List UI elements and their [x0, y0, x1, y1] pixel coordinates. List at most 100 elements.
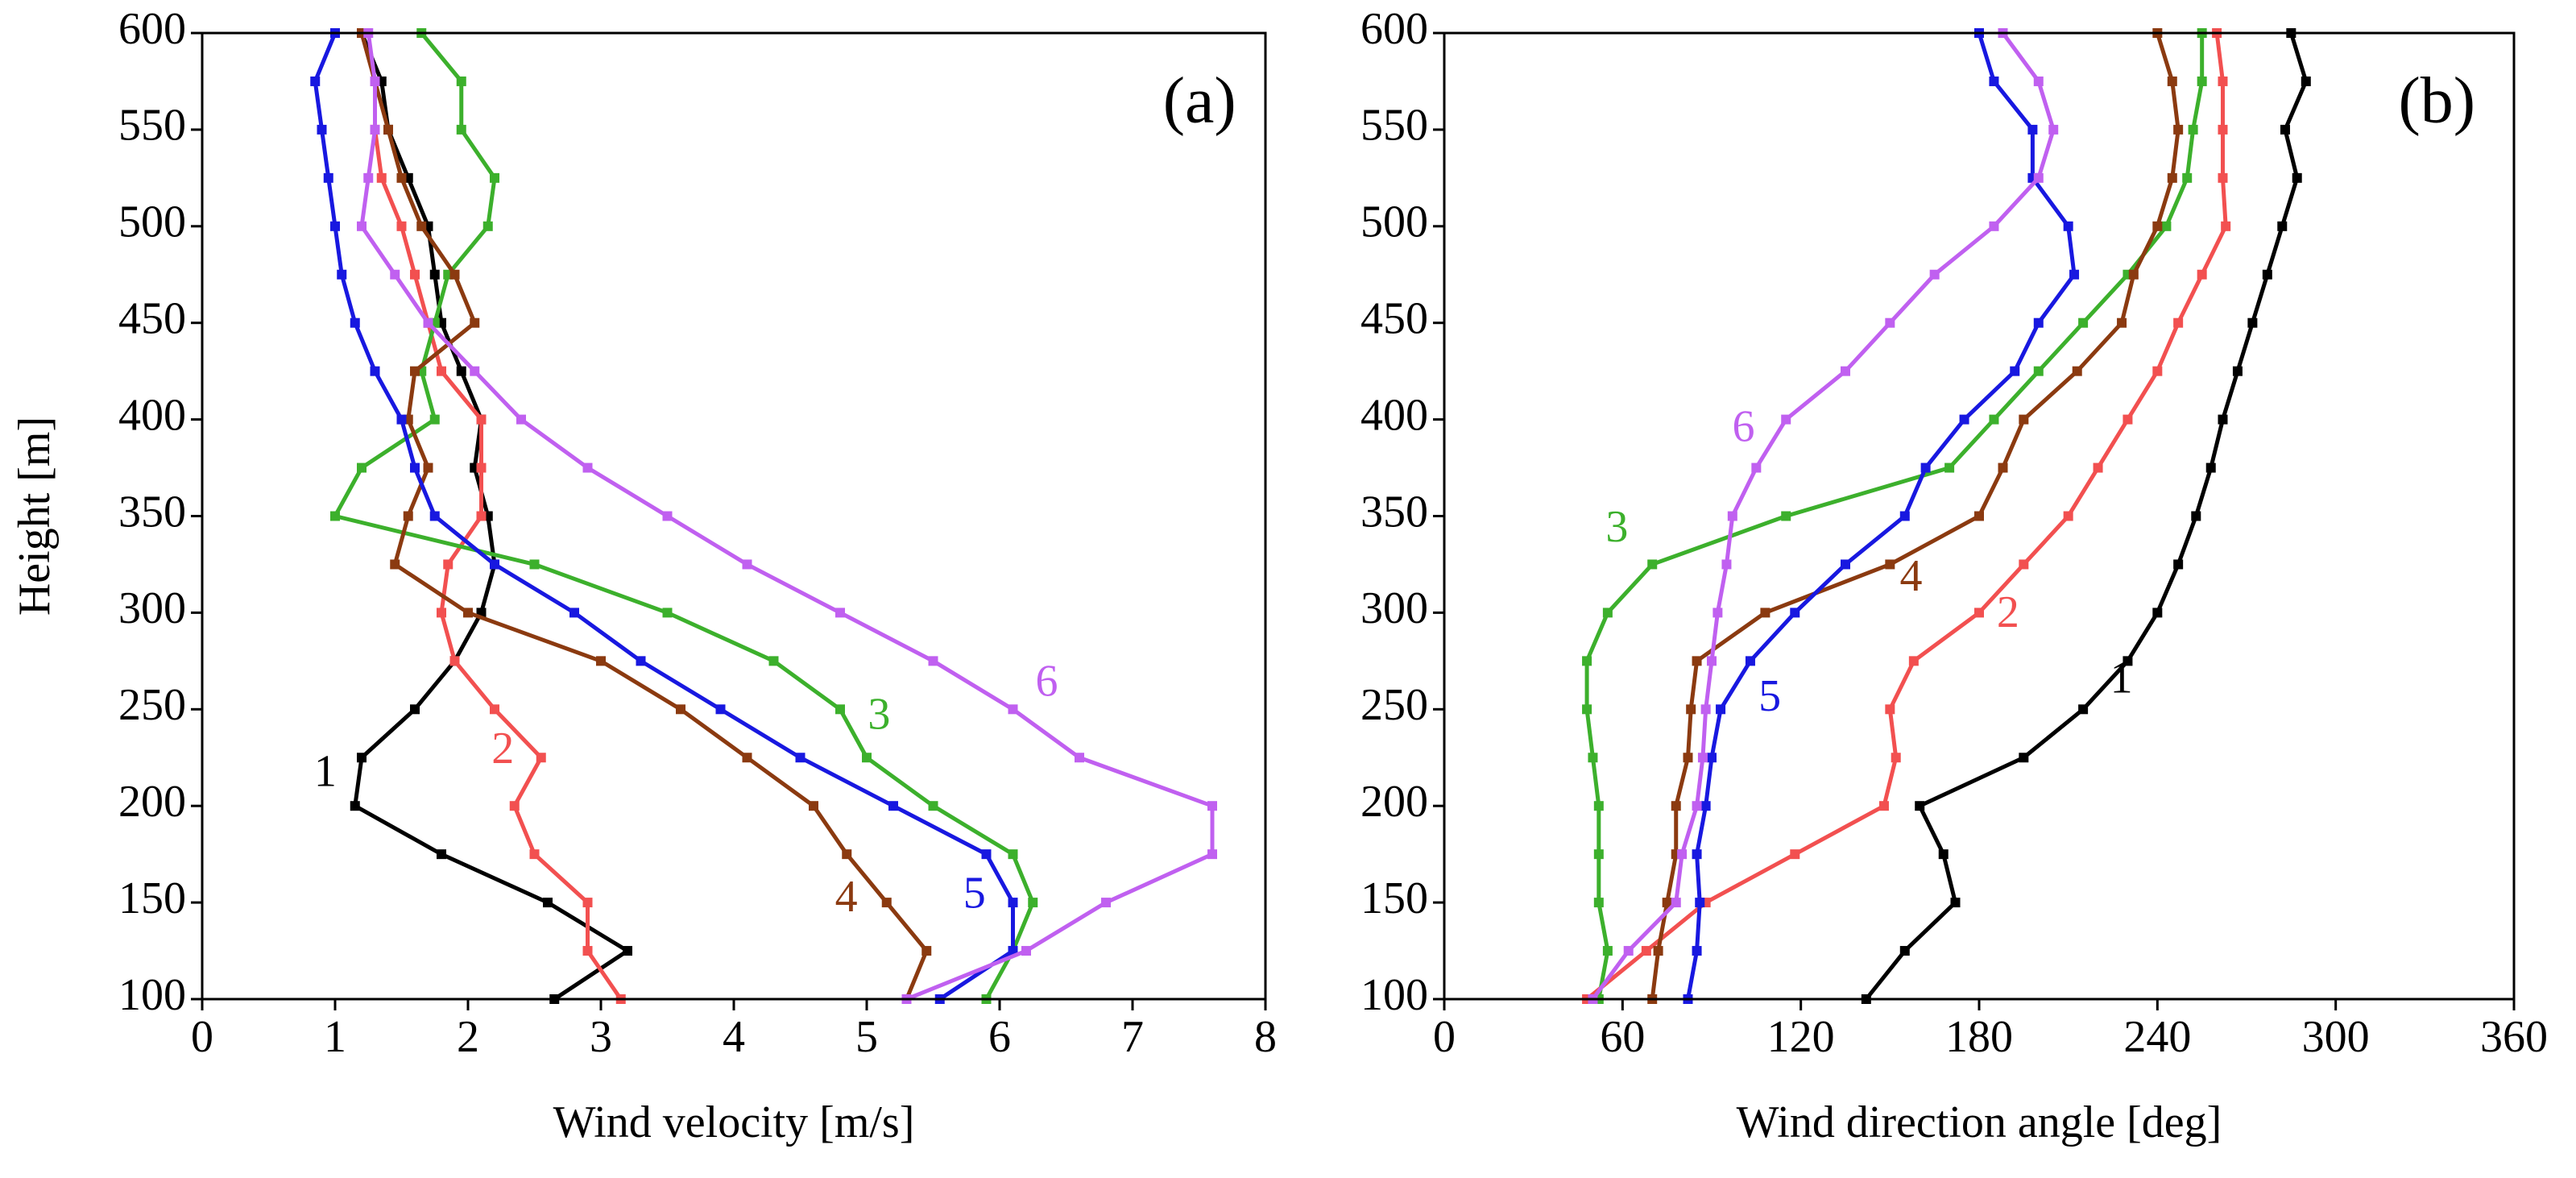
y-tick-label: 450 — [118, 294, 186, 344]
marker — [1950, 898, 1961, 908]
marker — [2188, 124, 2198, 135]
marker — [596, 656, 606, 666]
marker — [376, 172, 387, 183]
marker — [2123, 414, 2133, 425]
marker — [1781, 414, 1791, 425]
marker — [310, 76, 321, 86]
marker — [1891, 753, 1901, 763]
marker — [1008, 849, 1018, 860]
x-tick-label: 0 — [1433, 1012, 1456, 1062]
y-tick-label: 550 — [118, 101, 186, 151]
marker — [443, 559, 453, 570]
marker — [1697, 753, 1708, 763]
marker — [888, 801, 898, 811]
marker — [2221, 221, 2231, 231]
marker — [410, 704, 420, 715]
marker — [476, 511, 487, 521]
series-label: 4 — [1900, 551, 1923, 601]
marker — [2033, 366, 2044, 376]
marker — [1944, 462, 1955, 473]
marker — [429, 511, 440, 521]
marker — [2218, 76, 2228, 86]
x-tick-label: 7 — [1121, 1012, 1144, 1062]
marker — [1713, 608, 1723, 618]
marker — [2019, 414, 2029, 425]
marker — [463, 608, 473, 618]
marker — [1692, 801, 1702, 811]
marker — [582, 946, 593, 956]
marker — [1677, 849, 1688, 860]
y-tick-label: 200 — [1360, 777, 1428, 827]
marker — [2182, 172, 2193, 183]
marker — [1885, 559, 1895, 570]
marker — [2033, 76, 2044, 86]
marker — [2167, 172, 2177, 183]
y-tick-label: 250 — [118, 680, 186, 730]
marker — [370, 366, 380, 376]
marker — [370, 124, 380, 135]
series-label: 1 — [2110, 653, 2133, 703]
y-tick-label: 200 — [118, 777, 186, 827]
series-line — [359, 32, 930, 1000]
plot-frame — [201, 31, 1267, 1001]
marker — [742, 753, 752, 763]
marker — [490, 704, 499, 715]
plot-frame — [1443, 31, 2516, 1001]
marker — [1207, 801, 1217, 811]
series-label: 5 — [963, 869, 986, 919]
y-tick-label: 600 — [118, 4, 186, 54]
marker — [357, 462, 367, 473]
marker — [1974, 608, 1984, 618]
x-tick-label: 4 — [723, 1012, 745, 1062]
marker — [2205, 462, 2216, 473]
x-tick-label: 0 — [191, 1012, 213, 1062]
series-label: 3 — [868, 689, 890, 739]
marker — [623, 946, 632, 956]
marker — [509, 801, 520, 811]
marker — [2078, 704, 2089, 715]
x-tick-label: 5 — [855, 1012, 878, 1062]
marker — [1700, 801, 1711, 811]
marker — [1021, 946, 1031, 956]
marker — [2191, 511, 2201, 521]
marker — [1790, 608, 1800, 618]
marker — [1781, 511, 1791, 521]
y-tick-label: 100 — [1360, 970, 1428, 1020]
y-tick-label: 250 — [1360, 680, 1428, 730]
y-tick-label: 300 — [1360, 583, 1428, 633]
marker — [1899, 511, 1910, 521]
marker — [921, 946, 932, 956]
marker — [1623, 946, 1634, 956]
marker — [1760, 608, 1770, 618]
marker — [370, 76, 380, 86]
marker — [456, 124, 466, 135]
marker — [490, 172, 499, 183]
x-tick-label: 1 — [324, 1012, 346, 1062]
marker — [456, 76, 466, 86]
marker — [429, 269, 440, 280]
marker — [2010, 366, 2020, 376]
marker — [1101, 898, 1111, 908]
marker — [337, 269, 347, 280]
marker — [662, 608, 673, 618]
marker — [2173, 317, 2184, 328]
series-label: 2 — [1997, 587, 2019, 637]
marker — [582, 462, 593, 473]
marker — [317, 124, 327, 135]
marker — [482, 221, 493, 231]
marker — [456, 366, 466, 376]
marker — [423, 317, 433, 328]
marker — [1929, 269, 1940, 280]
marker — [1695, 898, 1705, 908]
marker — [2292, 172, 2302, 183]
marker — [2197, 269, 2207, 280]
y-tick-label: 550 — [1360, 101, 1428, 151]
x-tick-label: 180 — [1945, 1012, 2013, 1062]
marker — [2069, 269, 2080, 280]
series-line — [1686, 32, 2077, 1000]
marker — [1683, 753, 1693, 763]
marker — [470, 366, 480, 376]
y-tick-label: 400 — [1360, 390, 1428, 440]
x-tick-label: 120 — [1767, 1012, 1835, 1062]
